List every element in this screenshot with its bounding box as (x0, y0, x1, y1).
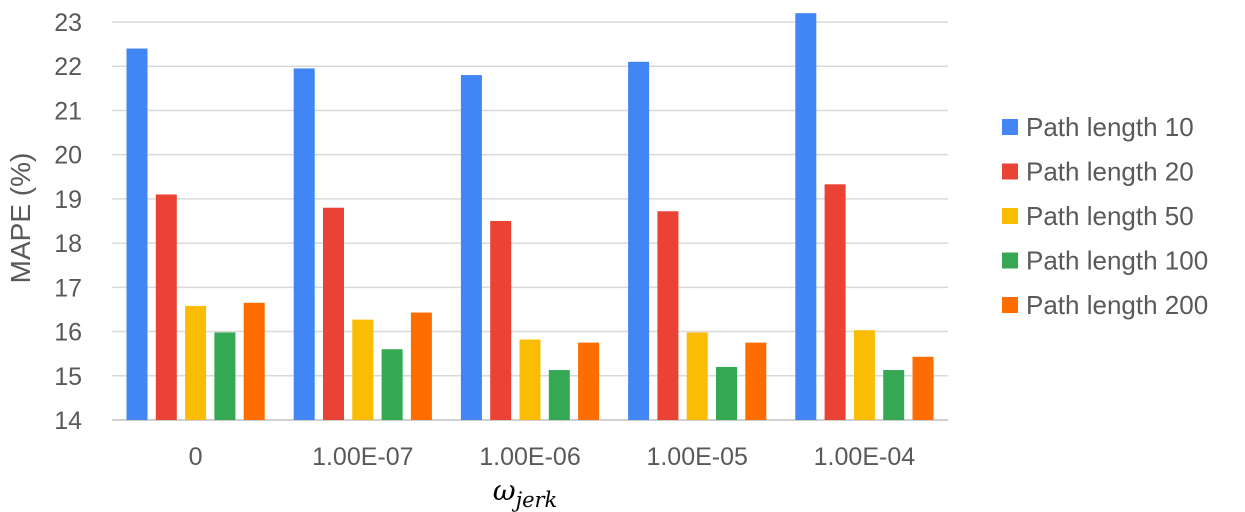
y-tick-label: 20 (54, 142, 82, 170)
bar-path-length-200 (243, 302, 265, 420)
bar-path-length-100 (214, 332, 236, 420)
bar-path-length-20 (490, 221, 512, 420)
bar-path-length-200 (745, 342, 767, 420)
y-tick-label: 15 (54, 363, 82, 391)
legend-label: Path length 200 (1026, 290, 1208, 320)
legend-swatch (1002, 297, 1018, 313)
bar-path-length-10 (126, 48, 148, 421)
x-tick-label: 1.00E-07 (312, 443, 413, 471)
y-tick-label: 14 (54, 407, 82, 435)
bar-path-length-200 (912, 356, 934, 420)
legend: Path length 10 Path length 20 Path length … (1002, 112, 1208, 320)
bar-path-length-20 (824, 184, 846, 420)
legend-label: Path length 100 (1026, 246, 1208, 276)
x-tick-label: 1.00E-04 (814, 443, 916, 471)
bar-path-length-100 (548, 370, 570, 420)
bar-path-length-50 (185, 305, 207, 420)
bar-path-length-10 (293, 68, 315, 420)
bar-path-length-50 (853, 330, 875, 420)
bars (126, 13, 934, 421)
legend-swatch (1002, 163, 1018, 180)
y-tick-label: 16 (54, 319, 82, 347)
bar-path-length-50 (686, 332, 708, 420)
bar-path-length-100 (381, 349, 403, 420)
y-tick-labels: 14 15 16 17 18 19 20 21 22 23 (54, 9, 82, 435)
x-axis-title: ωjerk (493, 474, 558, 512)
y-tick-label: 17 (54, 274, 82, 302)
bar-path-length-50 (352, 319, 374, 420)
bar-path-length-100 (883, 370, 905, 420)
x-axis-title-base: ω (493, 474, 516, 507)
y-tick-label: 19 (54, 186, 82, 214)
bar-path-length-10 (628, 61, 650, 421)
bar-path-length-50 (519, 339, 541, 420)
y-tick-label: 22 (54, 53, 82, 81)
x-axis-title-subscript: jerk (512, 488, 558, 512)
bar-path-length-100 (716, 366, 737, 420)
legend-swatch (1002, 208, 1018, 224)
y-axis-title: MAPE (%) (5, 153, 36, 284)
bar-path-length-10 (460, 75, 482, 421)
bar-path-length-200 (578, 342, 600, 420)
x-tick-label: 0 (189, 443, 203, 471)
bar-path-length-20 (155, 194, 177, 420)
legend-swatch (1002, 119, 1018, 135)
bar-path-length-200 (410, 312, 432, 420)
legend-label: Path length 50 (1026, 201, 1194, 231)
legend-swatch (1002, 252, 1018, 269)
bar-path-length-20 (323, 207, 344, 420)
y-tick-label: 21 (54, 97, 82, 125)
y-tick-label: 18 (54, 230, 82, 258)
x-tick-label: 1.00E-06 (479, 443, 580, 471)
y-tick-label: 23 (54, 9, 82, 37)
bar-path-length-20 (657, 211, 679, 420)
legend-label: Path length 20 (1026, 157, 1194, 187)
x-tick-labels: 0 1.00E-07 1.00E-06 1.00E-05 1.00E-04 (189, 443, 916, 471)
x-tick-label: 1.00E-05 (646, 443, 747, 471)
bar-path-length-10 (795, 13, 817, 421)
legend-label: Path length 10 (1026, 112, 1194, 142)
